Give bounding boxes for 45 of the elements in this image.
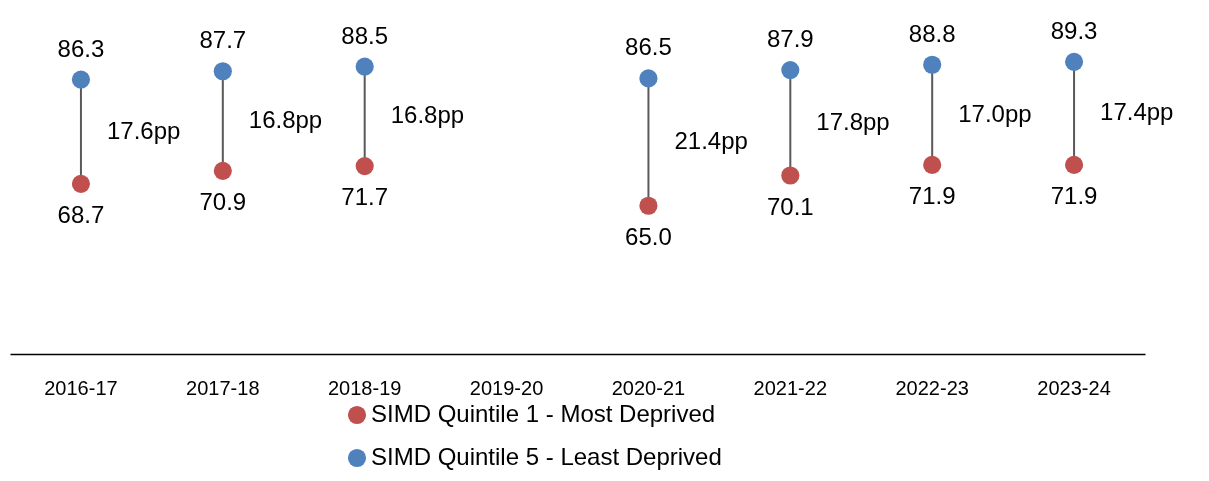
point: [923, 55, 942, 74]
x-tick-label: 2021-22: [753, 376, 828, 399]
data-label: 86.5: [625, 33, 672, 61]
legend-label: SIMD Quintile 1 - Most Deprived: [371, 400, 716, 427]
data-label: 71.9: [1050, 181, 1098, 209]
point: [213, 62, 232, 81]
legend-label: SIMD Quintile 5 - Least Deprived: [371, 443, 722, 470]
data-label: 88.5: [341, 21, 389, 49]
point: [1064, 155, 1084, 174]
x-tick-label: 2019-20: [469, 376, 544, 399]
point: [639, 69, 658, 88]
x-tick-label: 2017-18: [186, 376, 260, 399]
point: [923, 155, 942, 174]
data-label: 68.7: [57, 200, 105, 228]
x-tick-label: 2020-21: [611, 376, 686, 399]
point: [639, 196, 658, 215]
annotation: 16.8pp: [248, 106, 323, 134]
point: [781, 166, 800, 185]
annotation: 17.0pp: [958, 99, 1032, 127]
x-tick-label: 2018-19: [327, 376, 402, 399]
data-label: 89.3: [1050, 16, 1098, 44]
x-tick-label: 2023-24: [1037, 376, 1111, 399]
data-label: 71.7: [341, 183, 389, 211]
data-label: 86.3: [57, 34, 105, 62]
point: [1064, 52, 1084, 71]
x-tick-label: 2016-17: [44, 376, 118, 399]
point: [213, 161, 232, 180]
point: [355, 57, 374, 76]
annotation: 17.4pp: [1100, 98, 1174, 126]
data-label: 71.9: [908, 181, 956, 209]
annotation: 17.8pp: [816, 107, 890, 135]
data-label: 70.1: [766, 192, 814, 220]
annotation: 16.8pp: [390, 101, 465, 129]
x-tick-label: 2022-23: [895, 376, 969, 399]
data-label: 87.9: [766, 25, 814, 53]
data-label: 70.9: [199, 187, 247, 215]
annotation: 17.6pp: [106, 116, 181, 144]
data-label: 87.7: [199, 26, 247, 54]
point: [71, 174, 91, 193]
point: [355, 157, 374, 176]
annotation: 21.4pp: [674, 127, 748, 155]
data-label: 65.0: [625, 222, 672, 250]
data-label: 88.8: [908, 19, 956, 47]
point: [781, 61, 800, 80]
point: [71, 70, 91, 89]
